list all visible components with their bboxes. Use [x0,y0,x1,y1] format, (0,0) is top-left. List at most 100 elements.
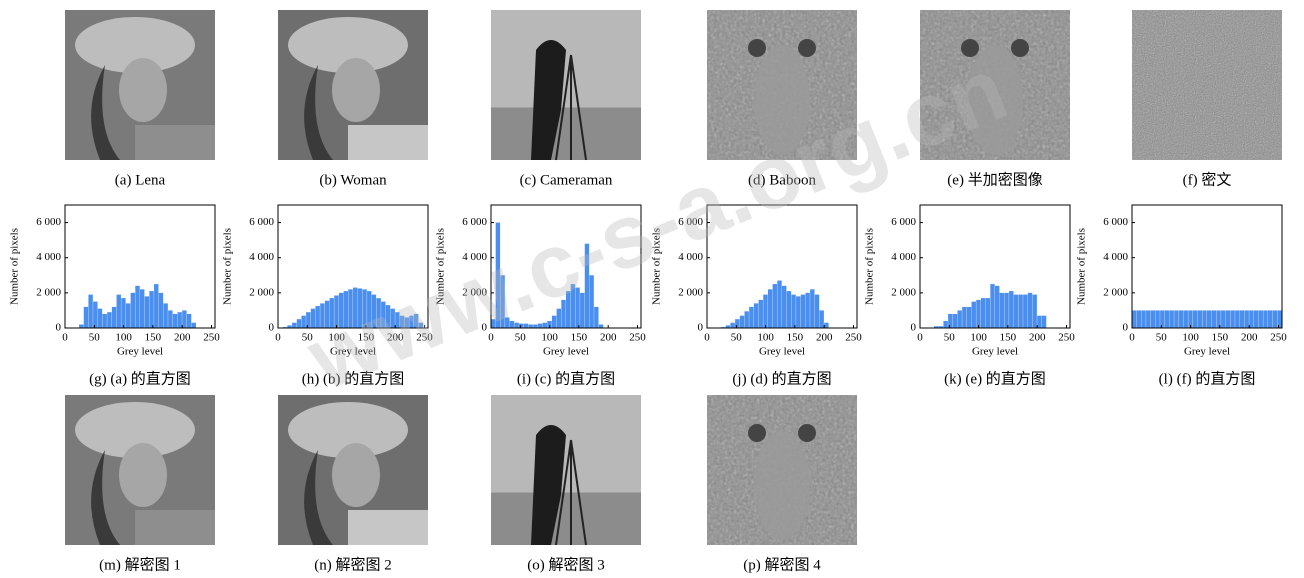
bar [594,307,598,328]
y-axis-label: Number of pixels [222,228,234,305]
bar [777,281,781,328]
bar [103,314,107,328]
bar [1179,310,1183,328]
shoulder [135,510,215,545]
bar [1254,310,1258,328]
x-tick-label: 150 [1212,332,1229,344]
y-tick-label: 0 [698,322,704,334]
shoulder [348,125,428,160]
bar [1160,310,1164,328]
x-axis-label: Grey level [972,346,1018,358]
y-tick-label: 2 000 [891,286,916,298]
y-axis-label: Number of pixels [1076,228,1088,305]
y-tick-label: 0 [911,322,917,334]
bar [1212,310,1216,328]
bar [1165,310,1169,328]
bar [1259,310,1263,328]
x-tick-label: 200 [1241,332,1258,344]
image [707,395,857,545]
bar [801,295,805,328]
image [1132,10,1282,160]
bar [79,324,83,328]
bar [824,323,828,328]
eye [748,39,766,57]
bar [820,310,824,328]
bar [1042,316,1046,328]
x-tick-label: 200 [174,332,191,344]
x-tick-label: 50 [731,332,743,344]
y-tick-label: 4 000 [36,251,61,263]
bar [173,314,177,328]
x-tick-label: 250 [629,332,646,344]
bar [88,295,92,328]
y-tick-label: 0 [269,322,275,334]
image [278,10,428,160]
bar [1132,310,1136,328]
bar [292,323,296,328]
bar [749,307,753,328]
bar [1146,310,1150,328]
bar [796,296,800,328]
bar [163,303,167,328]
bar [135,286,139,328]
bar [990,284,994,328]
image [278,395,428,545]
bar [745,311,749,328]
caption: (f) 密文 [1183,171,1232,188]
bar [117,295,121,328]
y-tick-label: 0 [1123,322,1129,334]
bar [791,295,795,328]
bar [972,302,976,328]
figure: (a) Lena(b) Woman(c) Cameraman(d) Baboon… [0,0,1304,578]
bar [815,295,819,328]
x-axis-label: Grey level [1184,346,1230,358]
nose [754,430,810,540]
bar [958,310,962,328]
bar [1230,310,1234,328]
y-axis-label: Number of pixels [9,228,21,305]
bar [782,286,786,328]
y-tick-label: 4 000 [1103,251,1128,263]
bar [943,321,947,328]
bar [149,291,153,328]
y-tick-label: 6 000 [462,216,487,228]
eye [798,424,816,442]
x-tick-label: 50 [1156,332,1168,344]
bar [1221,310,1225,328]
bar [154,284,158,328]
bar [962,307,966,328]
bar [145,296,149,328]
y-tick-label: 2 000 [249,286,274,298]
plot-frame [1132,205,1282,328]
bar [140,289,144,328]
bar [773,284,777,328]
x-tick-label: 250 [203,332,220,344]
bar [735,319,739,328]
bar [1202,310,1206,328]
bar [1277,310,1281,328]
bar [1207,310,1211,328]
y-axis-label: Number of pixels [864,228,876,305]
bar [1184,310,1188,328]
bar [168,310,172,328]
caption: (k) (e) 的直方图 [944,370,1046,387]
y-tick-label: 2 000 [1103,286,1128,298]
caption: (b) Woman [319,172,387,188]
bar [131,293,135,328]
face [119,58,167,122]
caption: (e) 半加密图像 [947,171,1042,188]
bar [1023,295,1027,328]
bar [182,310,186,328]
bar [1151,310,1155,328]
bar [995,286,999,328]
eye [798,39,816,57]
y-tick-label: 6 000 [249,216,274,228]
y-tick-label: 4 000 [891,251,916,263]
image-noise [1132,10,1282,160]
bar [1009,291,1013,328]
bar [953,314,957,328]
y-tick-label: 0 [56,322,62,334]
bar [84,307,88,328]
caption: (a) Lena [115,172,166,188]
bar [1141,310,1145,328]
